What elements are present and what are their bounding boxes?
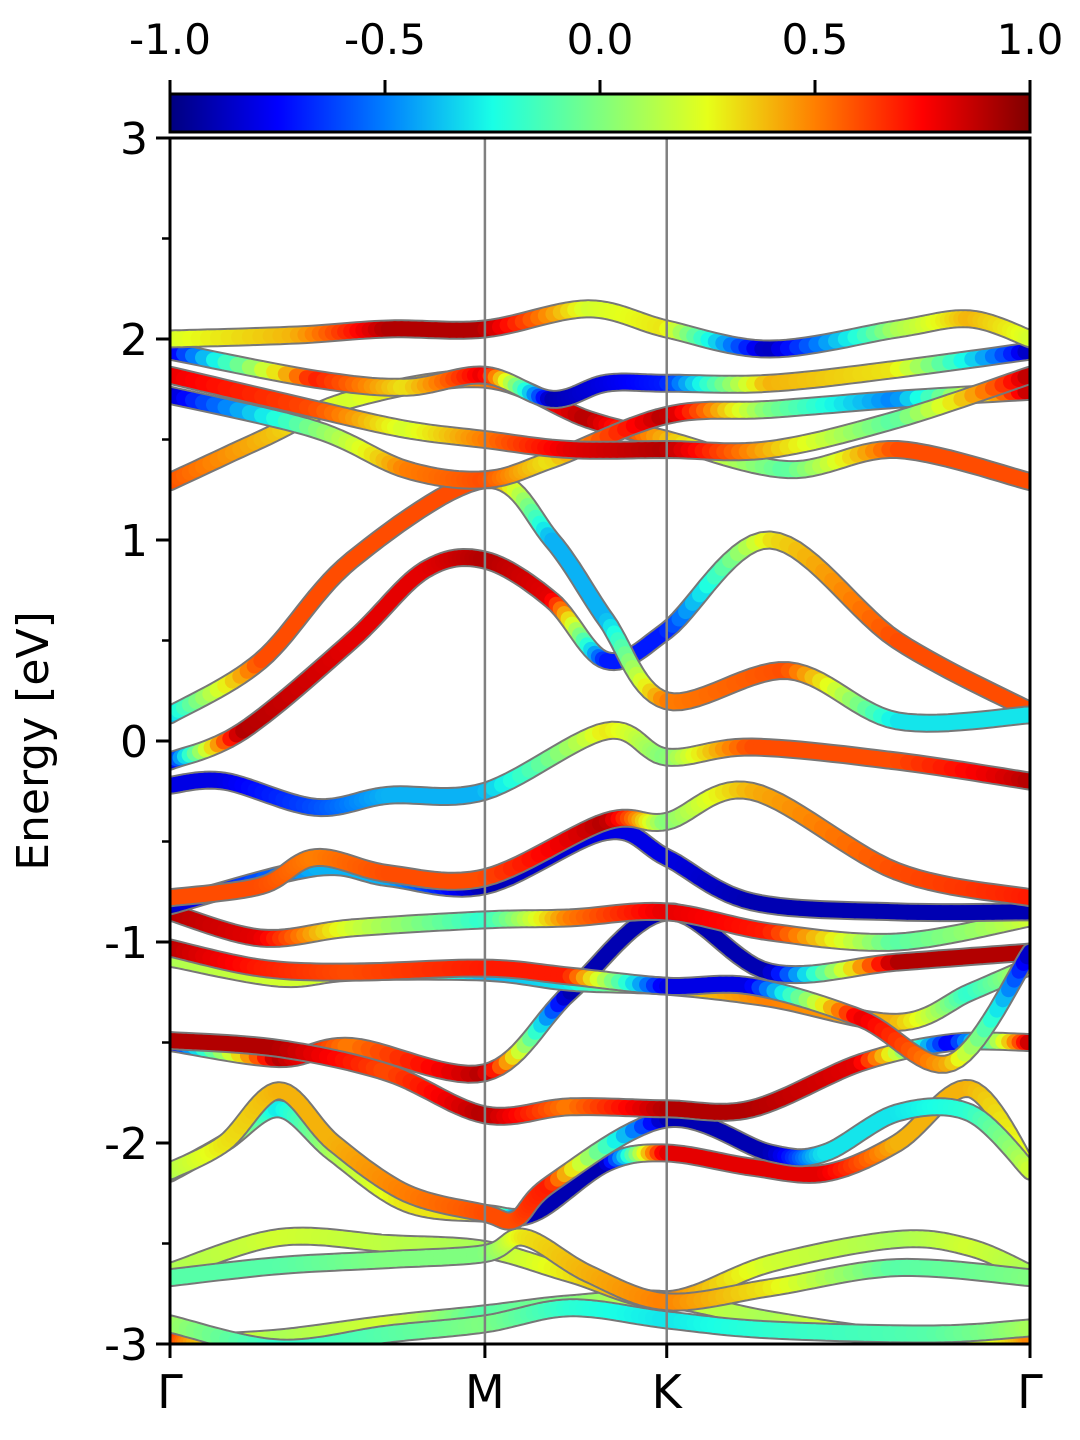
band-segment (296, 1339, 318, 1344)
band-6 (170, 1081, 1030, 1231)
y-tick-label: -1 (104, 918, 148, 969)
band-segment (255, 1338, 278, 1344)
band-20 (170, 341, 1030, 409)
band-segment (303, 1338, 326, 1344)
colorbar (168, 92, 1032, 134)
x-tick-label: K (652, 1365, 684, 1419)
y-tick-label: 1 (120, 516, 148, 567)
colorbar-tick-label: 0.0 (567, 15, 634, 64)
band-13 (170, 780, 1030, 908)
band-21 (170, 299, 1030, 359)
y-axis: -3 -2 -1 0 1 2 3 (104, 114, 170, 1371)
y-axis-label: Energy [eV] (8, 611, 59, 871)
band-segment (264, 1339, 286, 1344)
band-16 (170, 470, 1030, 733)
high-symmetry-lines (483, 138, 668, 1344)
colorbar-ticks: -1.0 -0.5 0.0 0.5 1.0 (129, 15, 1063, 94)
y-tick-label: 0 (120, 717, 148, 768)
y-tick-label: 3 (120, 114, 148, 165)
band-10 (170, 938, 1030, 1074)
x-tick-label: Γ (1017, 1365, 1043, 1419)
colorbar-tick-label: 0.5 (782, 15, 849, 64)
x-tick-label: Γ (157, 1365, 183, 1419)
bands-layer (170, 299, 1030, 1344)
band-4 (170, 1227, 1030, 1312)
band-14 (170, 720, 1030, 818)
x-tick-label: M (465, 1365, 505, 1419)
colorbar-tick-label: 1.0 (997, 15, 1064, 64)
band-segment (288, 1340, 310, 1344)
y-tick-label: -3 (104, 1320, 148, 1371)
band-11 (170, 901, 1030, 952)
colorbar-tick-label: -1.0 (129, 15, 211, 64)
band-19 (170, 365, 1030, 462)
y-tick-label: -2 (104, 1119, 148, 1170)
colorbar-tick-label: -0.5 (344, 15, 426, 64)
y-tick-label: 2 (120, 315, 148, 366)
